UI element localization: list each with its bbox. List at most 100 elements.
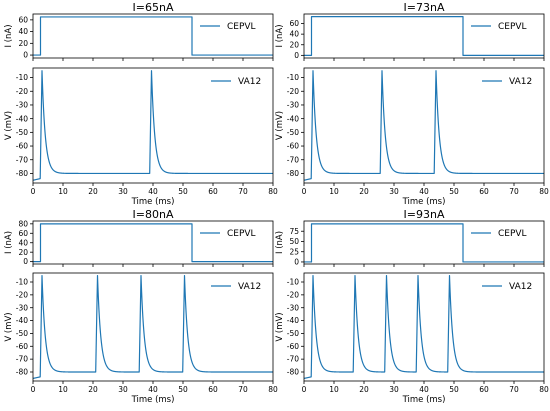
voltage-x-axis-label: Time (ms): [402, 197, 446, 207]
voltage-y-tick-label: -40: [287, 114, 299, 123]
voltage-y-tick-label: -60: [16, 342, 28, 351]
voltage-x-tick-label: 40: [419, 385, 429, 394]
current-y-tick-label: 80: [18, 219, 28, 228]
current-y-tick-label: 0: [23, 51, 28, 60]
voltage-y-tick-label: -50: [16, 128, 28, 137]
panel-title: I=93nA: [404, 208, 445, 221]
voltage-x-tick-label: 60: [208, 187, 218, 196]
voltage-x-tick-label: 20: [88, 385, 98, 394]
voltage-y-tick-label: -80: [287, 169, 299, 178]
current-y-tick-label: 0: [294, 51, 299, 60]
current-y-tick-label: 40: [289, 30, 299, 39]
voltage-y-tick-label: -40: [287, 316, 299, 325]
voltage-y-tick-label: -20: [287, 290, 299, 299]
current-axes-frame: [303, 13, 545, 59]
current-y-tick-label: 60: [18, 229, 28, 238]
voltage-y-tick-label: -80: [16, 169, 28, 178]
voltage-y-tick-label: -60: [287, 142, 299, 151]
voltage-y-tick-label: -20: [287, 87, 299, 96]
voltage-x-tick-label: 60: [479, 187, 489, 196]
voltage-y-tick-label: -70: [287, 355, 299, 364]
voltage-trace-line: [303, 274, 545, 380]
current-trace-line: [304, 223, 544, 263]
voltage-y-tick-label: -30: [287, 101, 299, 110]
voltage-x-tick-label: 0: [31, 187, 36, 196]
voltage-axes-frame: [303, 272, 545, 382]
voltage-y-axis-label: V (mV): [4, 111, 14, 140]
voltage-y-tick-label: -50: [287, 329, 299, 338]
voltage-x-tick-label: 50: [449, 385, 459, 394]
voltage-x-tick-label: 30: [389, 385, 399, 394]
current-y-tick-label: 0: [294, 258, 299, 267]
voltage-axes-frame: [32, 67, 274, 184]
voltage-x-tick-label: 40: [419, 187, 429, 196]
voltage-x-tick-label: 0: [31, 385, 36, 394]
voltage-x-axis-label: Time (ms): [131, 197, 175, 207]
voltage-y-tick-label: -10: [287, 278, 299, 287]
current-axes-frame: [303, 220, 545, 265]
voltage-x-tick-label: 50: [178, 187, 188, 196]
legend-label-cepvl: CEPVL: [498, 229, 527, 239]
legend-label-va12: VA12: [238, 282, 261, 292]
voltage-x-axis-label: Time (ms): [131, 395, 175, 405]
voltage-y-axis-label: V (mV): [4, 312, 14, 341]
current-trace-line: [33, 223, 273, 263]
current-y-axis-label: I (nA): [4, 231, 14, 254]
voltage-y-tick-label: -70: [287, 155, 299, 164]
voltage-x-tick-label: 70: [238, 187, 248, 196]
current-y-tick-label: 60: [289, 19, 299, 28]
voltage-x-tick-label: 40: [148, 385, 158, 394]
voltage-y-tick-label: -50: [16, 329, 28, 338]
voltage-x-tick-label: 80: [539, 187, 549, 196]
voltage-x-tick-label: 60: [479, 385, 489, 394]
current-y-tick-label: 25: [289, 247, 299, 256]
voltage-y-tick-label: -10: [287, 73, 299, 82]
voltage-y-axis-label: V (mV): [275, 111, 285, 140]
panel-title: I=65nA: [133, 1, 174, 14]
legend-label-va12: VA12: [509, 282, 532, 292]
voltage-trace-line: [32, 274, 274, 380]
voltage-y-tick-label: -50: [287, 128, 299, 137]
voltage-x-tick-label: 10: [329, 187, 339, 196]
current-y-axis-label: I (nA): [275, 24, 285, 47]
voltage-x-tick-label: 70: [509, 385, 519, 394]
voltage-x-tick-label: 80: [268, 385, 278, 394]
voltage-y-tick-label: -20: [16, 290, 28, 299]
current-y-tick-label: 40: [18, 238, 28, 247]
legend-label-va12: VA12: [509, 77, 532, 87]
voltage-x-tick-label: 70: [238, 385, 248, 394]
current-trace-line: [304, 16, 544, 56]
voltage-y-tick-label: -70: [16, 155, 28, 164]
panel-title: I=80nA: [133, 208, 174, 221]
voltage-x-tick-label: 10: [329, 385, 339, 394]
current-y-tick-label: 20: [18, 39, 28, 48]
voltage-y-tick-label: -80: [16, 368, 28, 377]
current-y-tick-label: 20: [18, 248, 28, 257]
current-y-axis-label: I (nA): [275, 231, 285, 254]
voltage-y-tick-label: -10: [16, 73, 28, 82]
voltage-x-tick-label: 10: [58, 187, 68, 196]
current-axes-frame: [32, 220, 274, 265]
voltage-x-tick-label: 20: [359, 385, 369, 394]
voltage-y-tick-label: -70: [16, 355, 28, 364]
voltage-x-tick-label: 30: [118, 385, 128, 394]
voltage-x-tick-label: 10: [58, 385, 68, 394]
current-y-tick-label: 0: [23, 257, 28, 266]
legend-label-cepvl: CEPVL: [498, 22, 527, 32]
current-axes-frame: [32, 13, 274, 59]
voltage-x-tick-label: 30: [118, 187, 128, 196]
voltage-axes-frame: [303, 67, 545, 184]
voltage-y-tick-label: -40: [16, 316, 28, 325]
voltage-trace-line: [303, 70, 545, 181]
voltage-x-tick-label: 80: [268, 187, 278, 196]
voltage-x-tick-label: 50: [449, 187, 459, 196]
voltage-x-tick-label: 60: [208, 385, 218, 394]
voltage-x-tick-label: 20: [359, 187, 369, 196]
voltage-x-tick-label: 50: [178, 385, 188, 394]
voltage-y-tick-label: -10: [16, 278, 28, 287]
voltage-x-tick-label: 0: [302, 187, 307, 196]
current-y-tick-label: 60: [18, 15, 28, 24]
voltage-y-tick-label: -30: [16, 303, 28, 312]
current-y-tick-label: 20: [289, 40, 299, 49]
